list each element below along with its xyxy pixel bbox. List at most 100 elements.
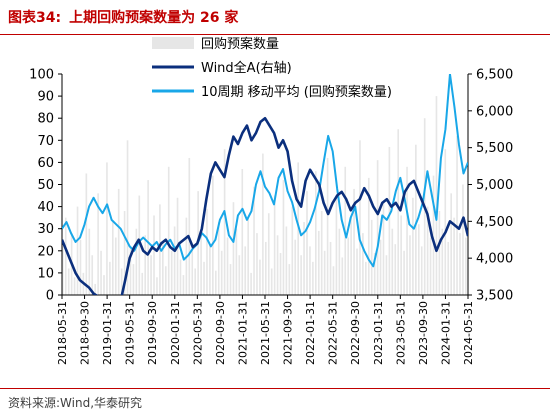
buyback-count-bar <box>109 261 111 295</box>
buyback-count-bar <box>153 215 155 295</box>
buyback-count-bar <box>462 184 464 295</box>
buyback-count-bar <box>241 169 244 295</box>
source-note: 资料来源:Wind,华泰研究 <box>8 396 143 410</box>
buyback-count-bar <box>156 277 158 295</box>
buyback-count-bar <box>173 226 176 295</box>
buyback-count-bar <box>317 230 320 295</box>
left-tick-label: 100 <box>29 68 54 83</box>
buyback-count-bar <box>285 226 288 295</box>
right-tick-label: 4,500 <box>476 215 513 230</box>
buyback-count-bar <box>417 224 420 295</box>
left-tick-label: 60 <box>37 156 54 171</box>
x-tick-label: 2020-09-30 <box>214 301 227 365</box>
buyback-count-bar <box>282 180 285 295</box>
buyback-chart: 0 10 20 30 40 50 60 70 80 90 100 3,500 4,000 4,500 5,0… <box>29 36 513 365</box>
right-tick-label: 4,000 <box>476 252 513 267</box>
buyback-count-bar <box>217 222 220 295</box>
buyback-count-bar <box>262 153 264 295</box>
buyback-count-bar <box>253 186 255 295</box>
buyback-count-bar <box>300 255 302 295</box>
buyback-count-bar <box>250 272 252 295</box>
buyback-count-bar <box>353 188 355 295</box>
buyback-count-bar <box>406 166 408 295</box>
buyback-count-bar <box>323 250 326 295</box>
buyback-count-bar <box>315 171 317 295</box>
buyback-count-bar <box>123 211 126 295</box>
buyback-count-bar <box>214 270 217 295</box>
left-tick-label: 40 <box>37 200 54 215</box>
buyback-count-bar <box>453 217 455 295</box>
right-tick-label: 6,000 <box>476 104 513 119</box>
buyback-count-bar <box>367 177 370 295</box>
buyback-count-bar <box>420 246 423 295</box>
buyback-count-bar <box>279 253 282 295</box>
x-tick-label: 2022-09-30 <box>349 301 362 365</box>
buyback-count-bar <box>232 202 235 295</box>
buyback-count-bar <box>347 237 349 295</box>
buyback-count-bar <box>129 246 132 295</box>
x-tick-label: 2022-01-31 <box>304 301 317 365</box>
buyback-count-bar <box>167 166 170 295</box>
buyback-count-bar <box>209 244 211 295</box>
buyback-count-bar <box>391 228 394 295</box>
buyback-count-bar <box>320 211 323 295</box>
buyback-count-bar <box>147 180 149 295</box>
buyback-count-bar <box>126 140 129 295</box>
buyback-count-bar <box>229 264 232 295</box>
buyback-count-bar <box>444 149 447 295</box>
buyback-count-bar <box>265 241 267 295</box>
buyback-count-bar <box>182 275 185 295</box>
buyback-count-bar <box>76 206 79 295</box>
buyback-count-bar <box>306 191 308 295</box>
buyback-count-bar <box>85 173 88 295</box>
buyback-count-bar <box>376 160 379 295</box>
ma10-buyback-line <box>62 74 468 268</box>
buyback-count-bar <box>356 248 358 295</box>
buyback-count-bar <box>394 244 397 295</box>
buyback-count-bar <box>359 140 361 295</box>
buyback-count-bar <box>135 228 138 295</box>
buyback-count-bar <box>164 266 167 295</box>
buyback-count-bar <box>288 264 291 295</box>
buyback-count-bar <box>438 211 441 295</box>
buyback-count-bar <box>97 193 99 295</box>
right-tick-label: 5,500 <box>476 141 513 156</box>
buyback-count-bar <box>247 217 249 295</box>
buyback-count-bar <box>73 277 76 295</box>
x-tick-label: 2021-09-30 <box>282 301 295 365</box>
wind-all-a-line <box>62 116 468 295</box>
buyback-count-bar <box>117 188 120 295</box>
buyback-count-bar <box>365 261 367 295</box>
buyback-count-bar <box>450 193 452 295</box>
buyback-count-bar <box>67 268 70 295</box>
x-tick-label: 2023-09-30 <box>417 301 430 365</box>
figure-label: 图表34: <box>8 10 62 26</box>
buyback-count-bar <box>397 129 400 295</box>
buyback-count-bar <box>191 248 194 295</box>
buyback-count-bar <box>188 157 191 295</box>
left-tick-label: 30 <box>37 222 54 237</box>
x-tick-label: 2018-05-31 <box>56 301 69 365</box>
buyback-count-bar <box>309 246 311 295</box>
buyback-count-bar <box>465 237 467 295</box>
x-tick-label: 2021-05-31 <box>259 301 272 365</box>
buyback-count-bar <box>441 228 444 295</box>
x-tick-label: 2024-01-31 <box>439 301 452 365</box>
buyback-count-bar <box>62 246 64 295</box>
source-divider <box>0 388 550 389</box>
buyback-count-bar <box>120 268 123 295</box>
buyback-count-bar <box>179 259 182 295</box>
left-tick-label: 80 <box>37 112 54 127</box>
buyback-count-bar <box>206 208 208 295</box>
left-tick-label: 0 <box>46 289 54 304</box>
buyback-count-bar <box>335 197 338 295</box>
buyback-count-bar <box>432 175 435 295</box>
x-tick-label: 2023-05-31 <box>394 301 407 365</box>
buyback-count-bar <box>238 255 241 295</box>
buyback-count-bar <box>259 259 261 295</box>
x-tick-label: 2021-01-31 <box>236 301 249 365</box>
right-tick-label: 6,500 <box>476 68 513 83</box>
buyback-count-bar <box>291 206 294 295</box>
buyback-count-bar <box>415 144 417 295</box>
buyback-count-bar <box>94 283 96 295</box>
